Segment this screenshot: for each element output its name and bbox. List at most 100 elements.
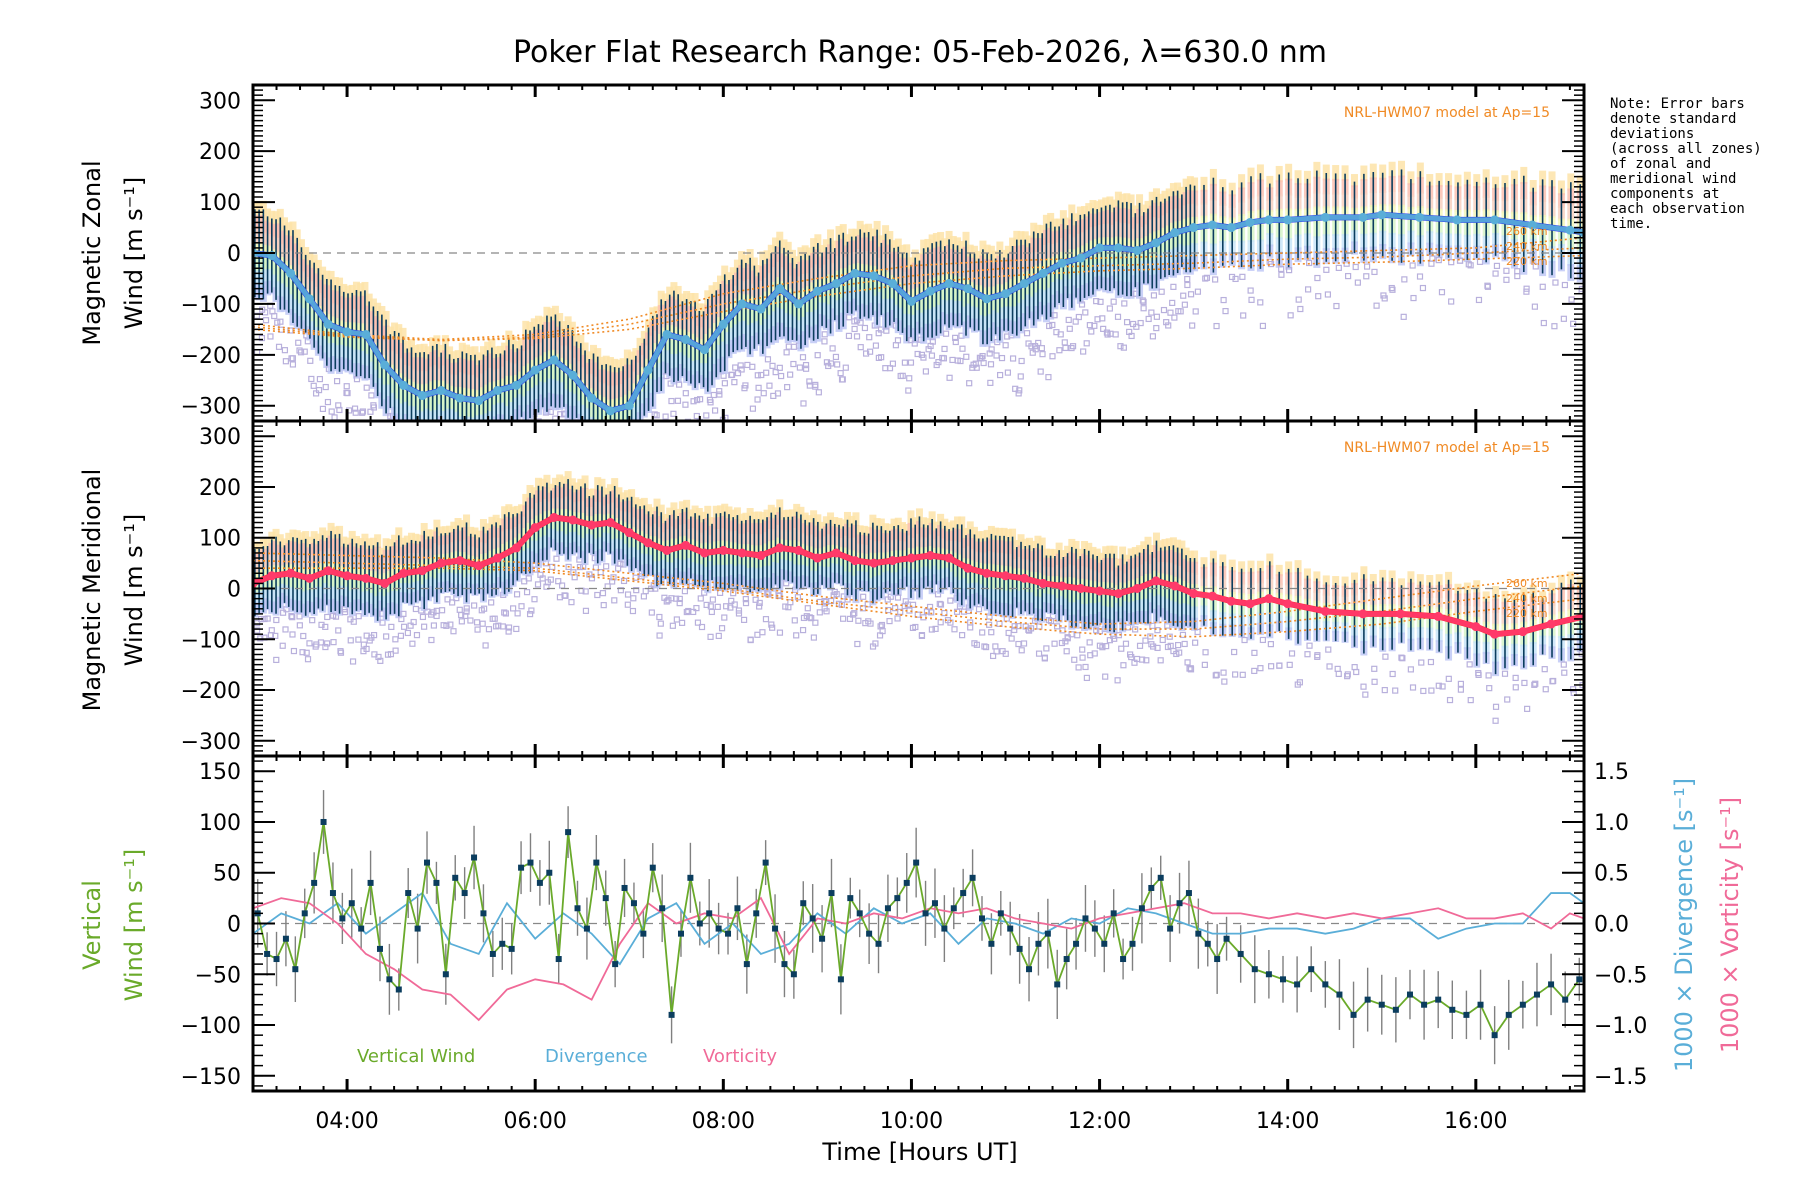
zone-sample	[1068, 538, 1076, 554]
outlier-point	[833, 591, 840, 598]
zone-sample	[573, 482, 581, 495]
outlier-point	[1561, 669, 1568, 676]
zone-sample	[463, 431, 470, 447]
outlier-point	[973, 364, 980, 371]
outlier-point	[488, 599, 495, 606]
outlier-point	[799, 626, 807, 634]
zone-sample	[1047, 212, 1055, 230]
zone-sample	[455, 424, 462, 438]
outlier-point	[1466, 661, 1473, 668]
outlier-point	[289, 355, 296, 362]
outlier-point	[975, 606, 983, 613]
outlier-point	[928, 626, 935, 633]
zone-sample	[1567, 173, 1575, 191]
zone-sample	[894, 517, 902, 531]
outlier-point	[458, 611, 465, 619]
zone-sample	[476, 428, 483, 443]
outlier-point	[1177, 308, 1184, 315]
outlier-point	[531, 440, 536, 445]
outlier-point	[282, 358, 289, 365]
outlier-point	[861, 324, 869, 332]
outlier-point	[784, 384, 791, 391]
outlier-point	[502, 610, 510, 617]
zone-sample	[1360, 566, 1368, 581]
zone-sample	[611, 358, 619, 375]
outlier-point	[392, 647, 399, 654]
outlier-point	[487, 469, 492, 474]
outlier-point	[689, 429, 694, 434]
outlier-point	[1420, 687, 1427, 695]
zone-sample	[501, 506, 509, 521]
outlier-point	[857, 344, 864, 351]
outlier-point	[411, 467, 416, 472]
outlier-point	[525, 575, 532, 582]
outlier-point	[355, 613, 362, 620]
outlier-point	[1002, 342, 1009, 349]
outlier-point	[932, 625, 939, 632]
zone-sample	[331, 526, 339, 541]
outlier-point	[1097, 298, 1104, 305]
outlier-point	[479, 620, 486, 627]
outlier-point	[804, 605, 811, 612]
meridional-panel-scatter	[253, 471, 1584, 724]
outlier-point	[268, 627, 275, 634]
zone-sample	[526, 322, 534, 338]
zone-sample	[767, 504, 775, 519]
zone-sample	[391, 322, 399, 339]
outlier-point	[853, 333, 861, 340]
outlier-point	[690, 398, 697, 405]
outlier-point	[897, 608, 904, 615]
zone-sample	[289, 529, 297, 544]
zone-sample	[459, 431, 466, 448]
outlier-point	[812, 381, 819, 389]
outlier-point	[590, 454, 595, 459]
zone-sample	[873, 517, 881, 532]
outlier-point	[495, 455, 500, 460]
outlier-point	[1175, 641, 1182, 649]
zone-sample	[941, 238, 949, 253]
zone-sample	[1341, 165, 1349, 181]
outlier-point	[1115, 632, 1123, 639]
zone-sample	[1332, 576, 1340, 588]
outlier-point	[796, 364, 803, 371]
outlier-point	[1213, 322, 1220, 330]
zone-sample	[319, 266, 327, 282]
outlier-point	[844, 596, 851, 603]
outlier-point	[862, 350, 870, 357]
outlier-point	[1512, 684, 1519, 691]
zone-sample	[386, 326, 394, 341]
outlier-point	[1259, 636, 1266, 644]
outlier-point	[521, 451, 526, 456]
outlier-point	[776, 364, 783, 371]
outlier-point	[1187, 665, 1194, 672]
outlier-point	[527, 474, 532, 479]
outlier-point	[676, 381, 683, 388]
zone-sample	[920, 517, 928, 530]
outlier-point	[1325, 646, 1332, 653]
zone-sample	[797, 247, 805, 264]
outlier-point	[952, 338, 959, 346]
outlier-point	[344, 390, 351, 397]
outlier-point	[370, 402, 377, 409]
zone-sample	[606, 357, 614, 374]
outlier-point	[766, 382, 773, 389]
outlier-point	[653, 412, 660, 419]
zone-sample	[1042, 214, 1050, 232]
outlier-point	[1382, 653, 1389, 660]
outlier-point	[648, 448, 653, 453]
zone-sample	[1360, 165, 1368, 182]
outlier-point	[1353, 668, 1360, 676]
outlier-point	[918, 632, 926, 639]
zone-sample	[344, 537, 352, 550]
outlier-point	[1239, 671, 1246, 678]
zone-sample	[336, 277, 344, 294]
zone-sample	[920, 239, 928, 257]
zone-sample	[1059, 210, 1067, 227]
outlier-point	[869, 643, 877, 650]
zone-sample	[268, 210, 276, 225]
outlier-point	[709, 596, 716, 603]
outlier-point	[1344, 673, 1351, 680]
outlier-point	[764, 590, 771, 597]
zone-sample	[323, 270, 331, 287]
outlier-point	[988, 346, 995, 353]
